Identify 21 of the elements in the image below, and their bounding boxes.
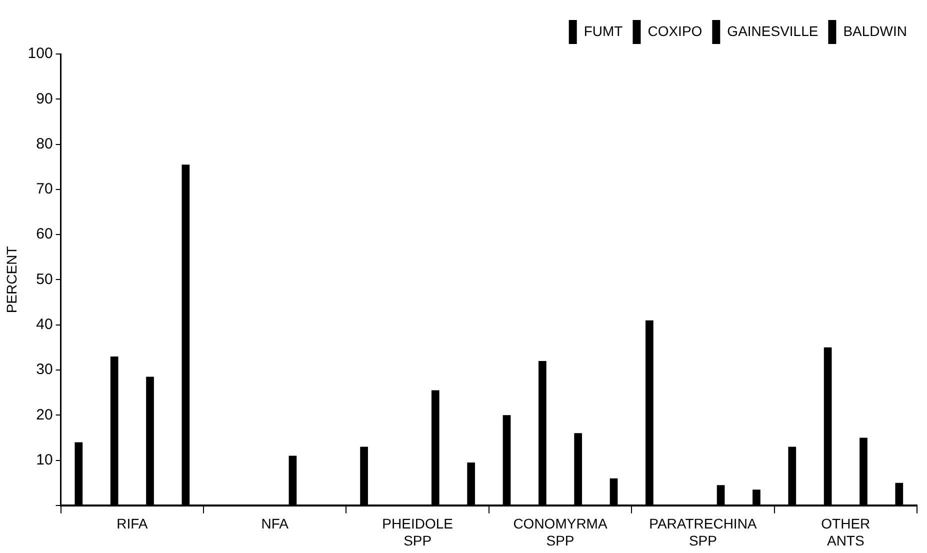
y-tick-label: 100 <box>28 45 53 62</box>
y-tick-label: 10 <box>36 451 53 468</box>
y-tick-label: 70 <box>36 180 53 198</box>
y-axis-title: PERCENT <box>3 246 20 314</box>
x-tick-label: RIFA <box>116 516 148 532</box>
y-tick-label: 40 <box>36 316 53 333</box>
legend-label: GAINESVILLE <box>727 22 818 39</box>
y-tick-label: 80 <box>36 135 53 152</box>
x-tick-label: PHEIDOLE SPP <box>382 516 453 548</box>
legend-label: FUMT <box>584 22 624 39</box>
y-tick-label: 30 <box>36 361 53 378</box>
legend-label: COXIPO <box>648 22 702 39</box>
y-tick-label: 50 <box>36 270 53 288</box>
x-tick-label: NFA <box>261 516 290 532</box>
x-tick-label: OTHER ANTS <box>821 516 870 548</box>
y-tick-label: 20 <box>36 406 53 424</box>
y-tick-label: 90 <box>36 90 53 108</box>
x-tick-label: PARATRECHINA SPP <box>649 516 758 548</box>
legend-label: BALDWIN <box>843 22 908 39</box>
y-tick-label: 60 <box>36 226 53 243</box>
x-tick-label: CONOMYRMA SPP <box>513 516 608 548</box>
